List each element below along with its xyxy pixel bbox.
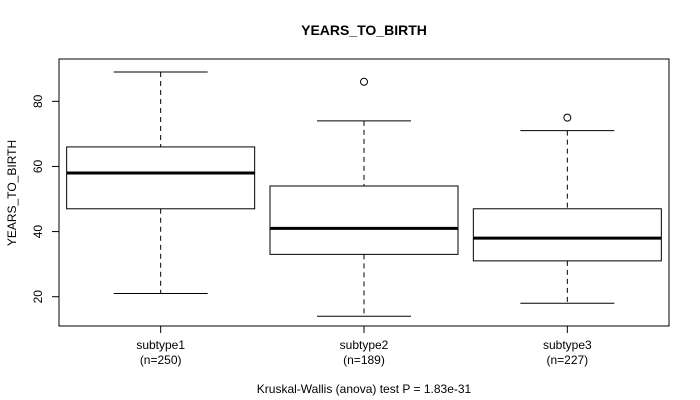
- x-count-label: (n=227): [546, 353, 588, 367]
- iqr-box: [66, 146, 256, 210]
- chart-title: YEARS_TO_BIRTH: [301, 22, 427, 38]
- y-tick-label: 40: [31, 225, 45, 239]
- x-category-label: subtype1: [136, 338, 185, 352]
- x-category-label: subtype2: [340, 338, 389, 352]
- test-statistic-footer: Kruskal-Wallis (anova) test P = 1.83e-31: [257, 382, 472, 396]
- iqr-box: [269, 185, 459, 255]
- x-count-label: (n=189): [343, 353, 385, 367]
- y-axis-label: YEARS_TO_BIRTH: [5, 140, 19, 246]
- outlier-point: [563, 113, 572, 122]
- y-tick-label: 20: [31, 290, 45, 304]
- iqr-box: [472, 208, 662, 262]
- outlier-point: [360, 77, 368, 86]
- y-tick-label: 80: [31, 94, 45, 108]
- y-tick-label: 60: [31, 159, 45, 173]
- x-count-label: (n=250): [140, 353, 182, 367]
- x-category-label: subtype3: [543, 338, 592, 352]
